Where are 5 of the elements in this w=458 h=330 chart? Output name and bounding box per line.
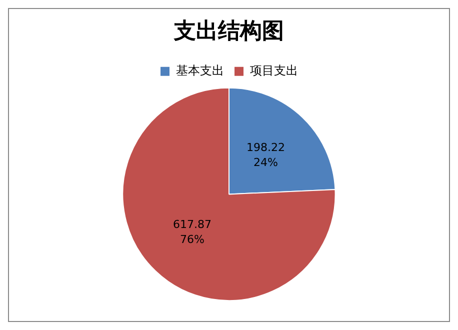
chart-title: 支出结构图 xyxy=(173,18,284,44)
data-label: 617.87 76% xyxy=(173,218,212,246)
legend-label: 基本支出 xyxy=(176,64,224,78)
legend-label: 项目支出 xyxy=(250,64,298,78)
data-label: 198.22 24% xyxy=(246,141,285,170)
